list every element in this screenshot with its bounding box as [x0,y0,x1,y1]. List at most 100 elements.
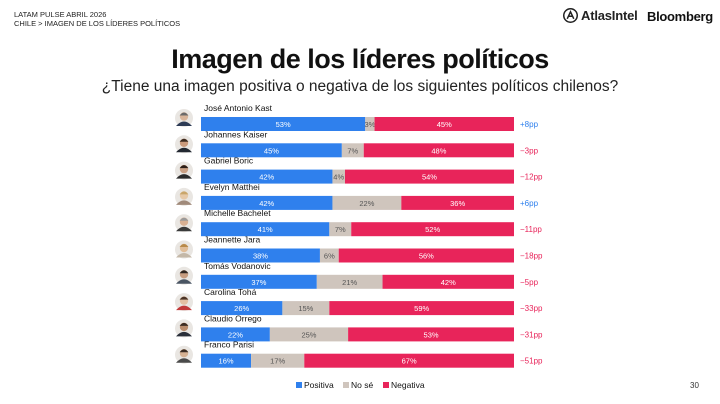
avatar-shoulders [176,331,192,337]
bar-segment-positive [201,274,317,289]
net-difference-label: +6pp [520,199,539,208]
bar-segment-neutral [365,117,375,131]
net-difference-label: −3pp [520,146,539,155]
atlasintel-logo-text: AtlasIntel [581,8,638,23]
avatar-hair [179,112,189,116]
bar-segment-negative [304,353,514,368]
data-label-neutral: 7% [335,225,346,234]
leader-avatar [175,293,193,312]
leader-row: Evelyn Matthei 42% 22% 36% +6pp [175,182,539,210]
legend-item-neutral: No sé [343,380,373,390]
bar-segment-neutral [341,143,364,158]
leader-avatar [175,109,193,127]
net-difference-label: −18pp [520,252,543,261]
legend-label: Positiva [304,380,334,390]
bar-segment-negative [351,222,514,237]
leader-name: José Antonio Kast [204,103,273,113]
net-difference-label: −51pp [520,357,543,366]
leader-row: Jeannette Jara 38% 6% 56% −18pp [175,235,543,263]
bar-segment-neutral [269,327,349,342]
data-label-negative: 36% [450,199,465,208]
legend-item-negative: Negativa [383,380,425,390]
net-difference-label: −5pp [520,278,539,287]
leader-avatar [175,240,193,259]
data-label-negative: 52% [425,225,440,234]
leader-avatar [175,214,193,233]
leader-name: Evelyn Matthei [204,182,260,192]
bar-segment-neutral [332,195,402,210]
net-difference-label: −12pp [520,173,543,182]
avatar-shoulders [176,305,192,311]
avatar-hair [179,217,189,221]
avatar-hair [179,165,189,169]
data-label-positive: 26% [234,304,249,313]
data-label-positive: 37% [251,278,266,287]
data-label-neutral: 17% [270,357,285,366]
bloomberg-logo: Bloomberg [647,9,713,24]
bar-segment-positive [201,117,366,131]
leader-avatar [175,266,193,285]
chart-title: Imagen de los líderes políticos [171,44,549,74]
legend-label: Negativa [391,380,425,390]
net-difference-label: −11pp [520,225,542,234]
bar-segment-neutral [282,301,330,316]
net-difference-label: −33pp [520,304,543,313]
report-title: LATAM PULSE ABRIL 2026 [14,10,107,19]
leader-name: Johannes Kaiser [204,129,267,139]
bar-segment-positive [201,301,283,316]
data-label-neutral: 4% [333,173,344,182]
bar-segment-negative [401,195,514,210]
bar-segment-negative [374,117,514,131]
leader-avatar [175,319,193,338]
bar-segment-positive [201,248,320,263]
data-label-neutral: 6% [324,252,335,261]
data-label-neutral: 21% [342,278,357,287]
report-header: LATAM PULSE ABRIL 2026 CHILE > IMAGEN DE… [14,10,180,28]
net-difference-label: +8pp [520,120,539,129]
data-label-positive: 41% [258,225,273,234]
data-label-negative: 45% [437,120,452,129]
bar-segment-neutral [329,222,352,237]
data-label-negative: 54% [422,173,437,182]
avatar-shoulders [176,279,192,284]
legend-item-positive: Positiva [296,380,334,390]
data-label-negative: 67% [402,357,417,366]
bar-segment-neutral [319,248,339,263]
bar-segment-positive [201,353,252,368]
data-label-positive: 53% [276,120,291,129]
avatar-shoulders [176,147,192,153]
chart-legend: Positiva No sé Negativa [296,380,425,390]
data-label-negative: 48% [431,146,446,155]
data-label-positive: 16% [219,357,234,366]
data-label-positive: 42% [259,173,274,182]
bar-segment-negative [329,301,514,316]
avatar-hair [179,296,189,300]
leader-row: Johannes Kaiser 45% 7% 48% −3pp [175,129,539,158]
leader-avatar [175,135,193,154]
leader-row: Carolina Tohá 26% 15% 59% −33pp [175,287,543,316]
bar-segment-positive [201,195,333,210]
legend-label: No sé [351,380,373,390]
bar-segment-positive [201,327,270,342]
data-label-negative: 56% [419,252,434,261]
avatar-hair [179,322,189,326]
bar-segment-neutral [316,274,383,289]
avatar-shoulders [176,174,192,179]
avatar-hair [179,244,189,247]
atlasintel-mark-icon [563,8,578,23]
leader-avatar [175,345,193,364]
avatar-shoulders [176,226,192,232]
bar-segment-positive [201,143,342,158]
net-difference-label: −31pp [520,330,543,339]
bar-segment-neutral [332,169,345,184]
bar-segment-negative [382,274,514,289]
leader-name: Michelle Bachelet [204,208,271,218]
avatar-hair [179,349,189,353]
data-label-negative: 53% [424,330,439,339]
legend-swatch [383,382,389,388]
leader-avatar [175,161,193,180]
avatar-shoulders [176,358,192,363]
data-label-positive: 22% [228,330,243,339]
data-label-neutral: 15% [298,304,313,313]
